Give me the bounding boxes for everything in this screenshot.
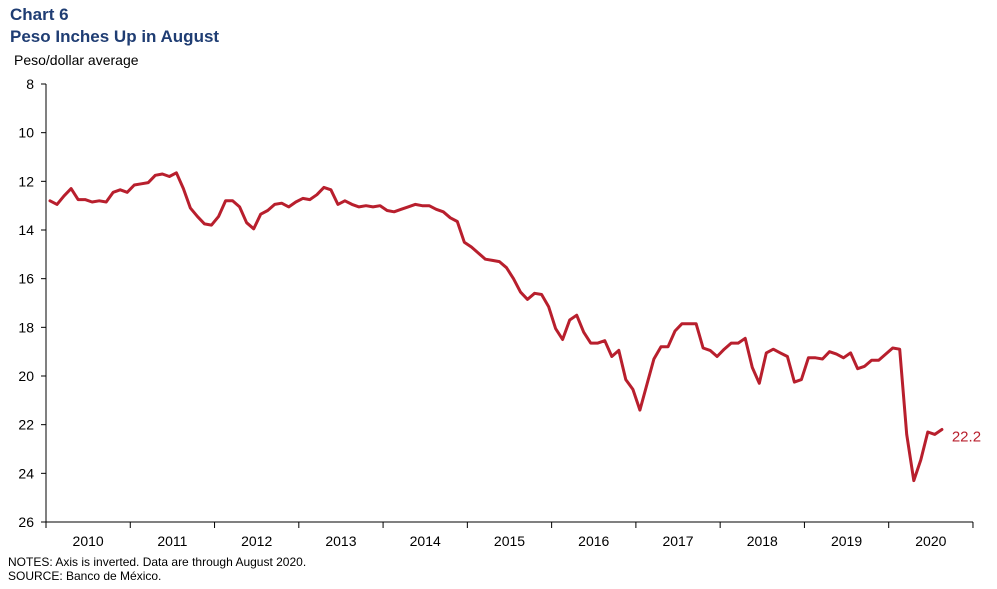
x-tick-label: 2010 xyxy=(73,533,104,549)
source-text: SOURCE: Banco de México. xyxy=(8,569,162,583)
y-tick-label: 12 xyxy=(18,173,34,189)
notes-text: NOTES: Axis is inverted. Data are throug… xyxy=(8,555,307,569)
series-line xyxy=(48,171,944,483)
x-tick-label: 2020 xyxy=(915,533,946,549)
y-tick-label: 14 xyxy=(18,222,34,238)
chart-number: Chart 6 xyxy=(10,5,69,24)
y-tick-label: 10 xyxy=(18,125,34,141)
notes: NOTES: Axis is inverted. Data are throug… xyxy=(8,555,306,583)
y-tick-label: 20 xyxy=(18,368,34,384)
x-tick-label: 2012 xyxy=(241,533,272,549)
x-tick-label: 2018 xyxy=(747,533,778,549)
x-tick-label: 2011 xyxy=(157,533,187,549)
x-tick-label: 2017 xyxy=(662,533,693,549)
y-tick-label: 16 xyxy=(18,271,34,287)
x-tick-label: 2013 xyxy=(325,533,356,549)
y-tick-label: 22 xyxy=(18,417,34,433)
y-tick-label: 8 xyxy=(26,76,34,92)
line-chart: 8 10 12 14 16 18 20 22 24 26 2010 2011 2012 2013 2014… xyxy=(18,76,981,549)
y-axis: 8 10 12 14 16 18 20 22 24 26 xyxy=(18,76,47,530)
x-tick-label: 2014 xyxy=(410,533,441,549)
x-tick-label: 2016 xyxy=(578,533,609,549)
y-tick-label: 18 xyxy=(18,319,34,335)
plot-area: 22.2 xyxy=(48,171,981,483)
x-tick-label: 2015 xyxy=(494,533,525,549)
y-axis-label: Peso/dollar average xyxy=(14,52,139,68)
x-axis: 2010 2011 2012 2013 2014 2015 2016 2017 2018 2019… xyxy=(45,521,974,549)
x-tick-label: 2019 xyxy=(831,533,862,549)
end-value-label: 22.2 xyxy=(952,429,981,446)
y-tick-label: 24 xyxy=(18,465,34,481)
chart-title: Peso Inches Up in August xyxy=(10,27,220,46)
y-tick-label: 26 xyxy=(18,514,34,530)
